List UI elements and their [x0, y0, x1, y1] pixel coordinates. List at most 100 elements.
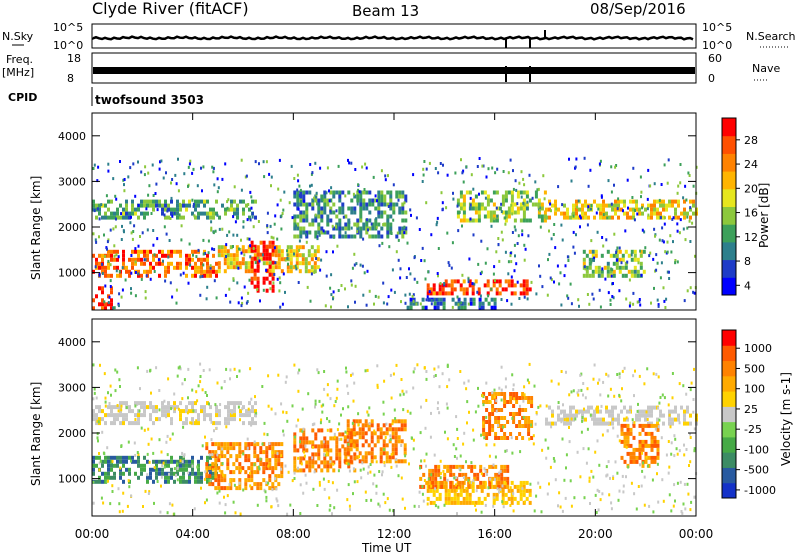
heatmap-cell: [612, 282, 614, 285]
heatmap-cell: [365, 190, 369, 195]
heatmap-cell: [504, 210, 508, 215]
heatmap-cell: [597, 265, 601, 270]
heatmap-cell: [397, 435, 401, 440]
heatmap-cell: [200, 257, 203, 262]
heatmap-cell: [226, 446, 230, 451]
heatmap-cell: [329, 464, 333, 469]
heatmap-cell: [592, 475, 595, 479]
heatmap-cell: [465, 496, 469, 501]
heatmap-cell: [167, 203, 170, 208]
heatmap-cell: [692, 290, 695, 294]
heatmap-cell: [447, 261, 450, 265]
heatmap-cell: [588, 265, 592, 270]
heatmap-cell: [158, 261, 161, 266]
heatmap-cell: [623, 199, 626, 204]
heatmap-cell: [419, 484, 423, 489]
heatmap-cell: [582, 393, 584, 397]
heatmap-cell: [131, 421, 134, 426]
heatmap-cell: [299, 440, 301, 444]
heatmap-cell: [95, 479, 98, 484]
heatmap-cell: [599, 207, 602, 212]
heatmap-cell: [598, 463, 601, 467]
heatmap-cell: [461, 480, 465, 485]
nsky-panel: [91, 23, 697, 49]
heatmap-cell: [213, 248, 216, 251]
heatmap-cell: [461, 464, 465, 469]
heatmap-cell: [623, 459, 627, 464]
heatmap-cell: [296, 198, 300, 203]
heatmap-cell: [248, 421, 251, 426]
heatmap-cell: [240, 238, 242, 242]
heatmap-cell: [581, 203, 584, 208]
heatmap-cell: [271, 488, 274, 492]
heatmap-cell: [674, 409, 677, 414]
heatmap-cell: [145, 274, 148, 278]
heatmap-cell: [444, 480, 448, 485]
heatmap-cell: [223, 486, 227, 491]
heatmap-cell: [155, 417, 158, 422]
heatmap-cell: [646, 418, 649, 421]
heatmap-cell: [355, 419, 359, 424]
heatmap-cell: [391, 431, 395, 436]
heatmap-cell: [523, 183, 526, 187]
heatmap-cell: [395, 250, 398, 254]
heatmap-cell: [429, 287, 433, 292]
heatmap-cell: [168, 472, 170, 476]
heatmap-cell: [217, 245, 221, 250]
heatmap-cell: [392, 183, 395, 187]
heatmap-cell: [413, 277, 416, 281]
heatmap-cell: [495, 250, 498, 254]
heatmap-cell: [137, 417, 140, 422]
heatmap-cell: [662, 199, 665, 204]
velocity-colorbar-label: Velocity [m s-1]: [779, 372, 793, 466]
heatmap-cell: [164, 269, 167, 274]
heatmap-cell: [579, 214, 581, 218]
heatmap-cell: [95, 203, 98, 208]
heatmap-cell: [450, 291, 454, 296]
nsky-tick-bottom: 10^0: [53, 39, 83, 52]
heatmap-cell: [439, 459, 442, 463]
heatmap-cell: [137, 203, 140, 207]
heatmap-cell: [268, 466, 272, 471]
heatmap-cell: [203, 405, 206, 410]
heatmap-cell: [456, 204, 459, 208]
heatmap-cell: [161, 405, 164, 410]
heatmap-cell: [326, 448, 330, 453]
heatmap-cell: [159, 160, 161, 164]
heatmap-cell: [397, 474, 400, 478]
heatmap-cell: [504, 377, 507, 381]
heatmap-cell: [301, 261, 305, 266]
heatmap-cell: [569, 215, 572, 220]
heatmap-cell: [647, 431, 651, 436]
heatmap-cell: [400, 444, 403, 447]
heatmap-cell: [528, 173, 531, 177]
heatmap-cell: [323, 194, 327, 199]
heatmap-cell: [686, 226, 689, 230]
heatmap-cell: [421, 492, 424, 496]
heatmap-cell: [214, 474, 218, 479]
heatmap-cell: [214, 462, 218, 467]
heatmap-cell: [277, 482, 281, 487]
heatmap-cell: [605, 211, 608, 216]
heatmap-cell: [513, 397, 516, 401]
heatmap-cell: [146, 253, 149, 258]
heatmap-cell: [250, 240, 254, 245]
heatmap-cell: [638, 298, 641, 301]
heatmap-cell: [347, 391, 350, 395]
heatmap-cell: [650, 435, 654, 440]
heatmap-cell: [581, 207, 584, 212]
heatmap-cell: [453, 500, 457, 505]
heatmap-cell: [459, 206, 463, 211]
nsky-tick-top: 10^5: [53, 21, 83, 34]
heatmap-cell: [523, 258, 526, 262]
heatmap-cell: [596, 417, 599, 422]
heatmap-cell: [519, 492, 523, 497]
heatmap-cell: [321, 198, 324, 202]
heatmap-cell: [353, 381, 356, 385]
heatmap-cell: [169, 281, 172, 285]
heatmap-cell: [662, 421, 665, 426]
heatmap-cell: [494, 455, 497, 459]
heatmap-cell: [591, 253, 595, 258]
heatmap-cell: [137, 160, 139, 164]
